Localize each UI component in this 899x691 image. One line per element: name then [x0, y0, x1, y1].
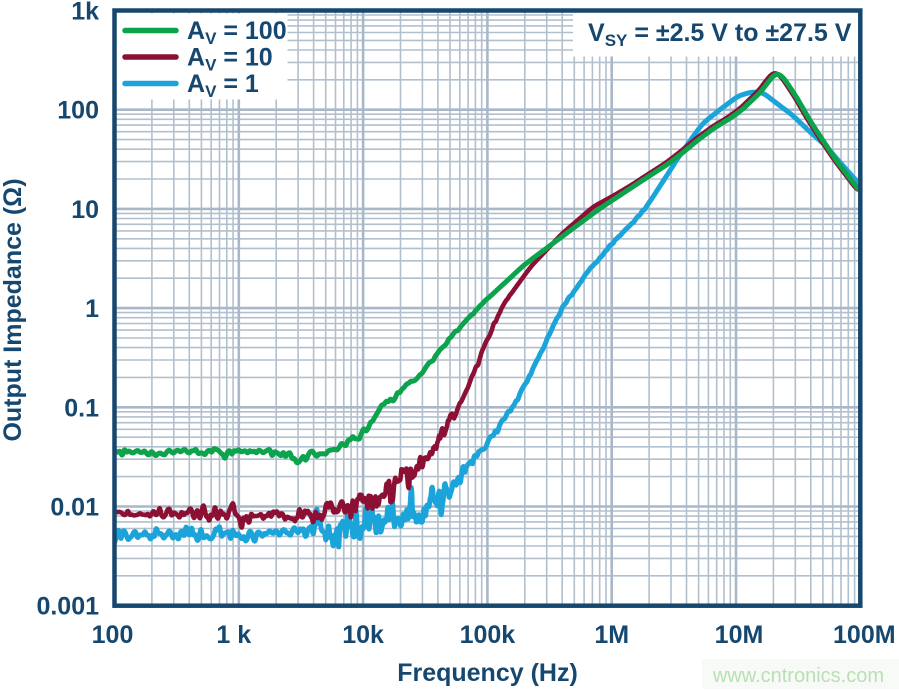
svg-text:1 k: 1 k — [216, 621, 251, 649]
svg-text:10k: 10k — [342, 621, 384, 649]
svg-text:VSY = ±2.5 V to ±27.5 V: VSY = ±2.5 V to ±27.5 V — [588, 19, 852, 50]
svg-text:100k: 100k — [460, 621, 516, 649]
svg-text:1k: 1k — [71, 0, 99, 26]
svg-text:10M: 10M — [715, 621, 764, 649]
svg-text:AV = 1: AV = 1 — [187, 70, 259, 101]
svg-text:100: 100 — [57, 97, 99, 125]
svg-text:100: 100 — [92, 621, 134, 649]
svg-text:1M: 1M — [594, 621, 629, 649]
svg-text:AV = 100: AV = 100 — [187, 17, 287, 48]
svg-text:www.cntronics.com: www.cntronics.com — [712, 665, 884, 687]
svg-text:0.1: 0.1 — [64, 394, 99, 422]
svg-text:0.01: 0.01 — [50, 494, 99, 522]
svg-text:AV = 10: AV = 10 — [187, 44, 273, 75]
svg-text:0.001: 0.001 — [36, 593, 99, 621]
svg-text:Frequency (Hz): Frequency (Hz) — [397, 659, 578, 687]
svg-text:10: 10 — [71, 196, 99, 224]
svg-text:100M: 100M — [833, 621, 896, 649]
svg-text:1: 1 — [85, 295, 99, 323]
svg-text:Output Impedance (Ω): Output Impedance (Ω) — [0, 178, 27, 441]
